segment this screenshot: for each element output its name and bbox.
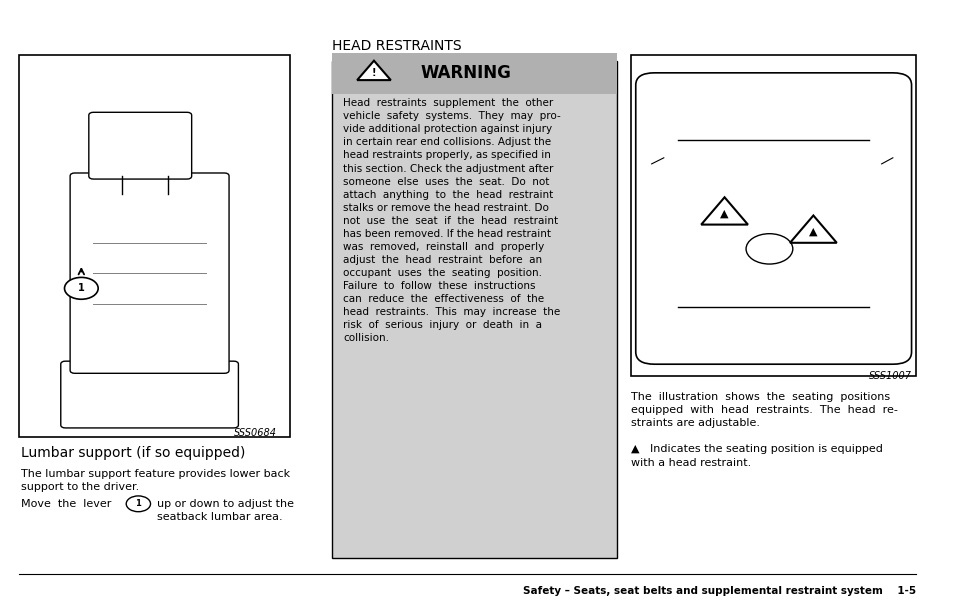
FancyBboxPatch shape [332,53,617,94]
Circle shape [746,234,793,264]
Text: SSS1007: SSS1007 [869,371,912,381]
Text: ▲: ▲ [809,227,818,237]
Circle shape [64,277,98,299]
FancyBboxPatch shape [332,61,617,558]
Text: ▲   Indicates the seating position is equipped
with a head restraint.: ▲ Indicates the seating position is equi… [631,444,883,467]
FancyBboxPatch shape [89,112,192,179]
Polygon shape [701,197,748,225]
Text: WARNING: WARNING [420,64,512,83]
Text: !: ! [372,68,376,78]
Text: 1: 1 [135,500,141,508]
Text: up or down to adjust the
seatback lumbar area.: up or down to adjust the seatback lumbar… [157,499,294,522]
Text: Head  restraints  supplement  the  other
vehicle  safety  systems.  They  may  p: Head restraints supplement the other veh… [343,98,561,343]
FancyBboxPatch shape [60,361,238,428]
Text: 1: 1 [78,283,84,293]
Text: The  illustration  shows  the  seating  positions
equipped  with  head  restrain: The illustration shows the seating posit… [631,392,898,428]
Text: Move  the  lever: Move the lever [20,499,111,509]
Polygon shape [790,215,837,243]
Circle shape [126,496,151,512]
Text: ▲: ▲ [720,209,729,219]
FancyBboxPatch shape [631,55,916,376]
Polygon shape [357,61,391,80]
FancyBboxPatch shape [18,55,290,437]
Text: Safety – Seats, seat belts and supplemental restraint system    1-5: Safety – Seats, seat belts and supplemen… [523,586,916,595]
Text: HEAD RESTRAINTS: HEAD RESTRAINTS [332,39,462,53]
FancyBboxPatch shape [636,73,912,364]
Text: SSS0684: SSS0684 [233,428,276,438]
Text: Lumbar support (if so equipped): Lumbar support (if so equipped) [20,446,245,460]
FancyBboxPatch shape [70,173,229,373]
Text: The lumbar support feature provides lower back
support to the driver.: The lumbar support feature provides lowe… [20,469,290,492]
